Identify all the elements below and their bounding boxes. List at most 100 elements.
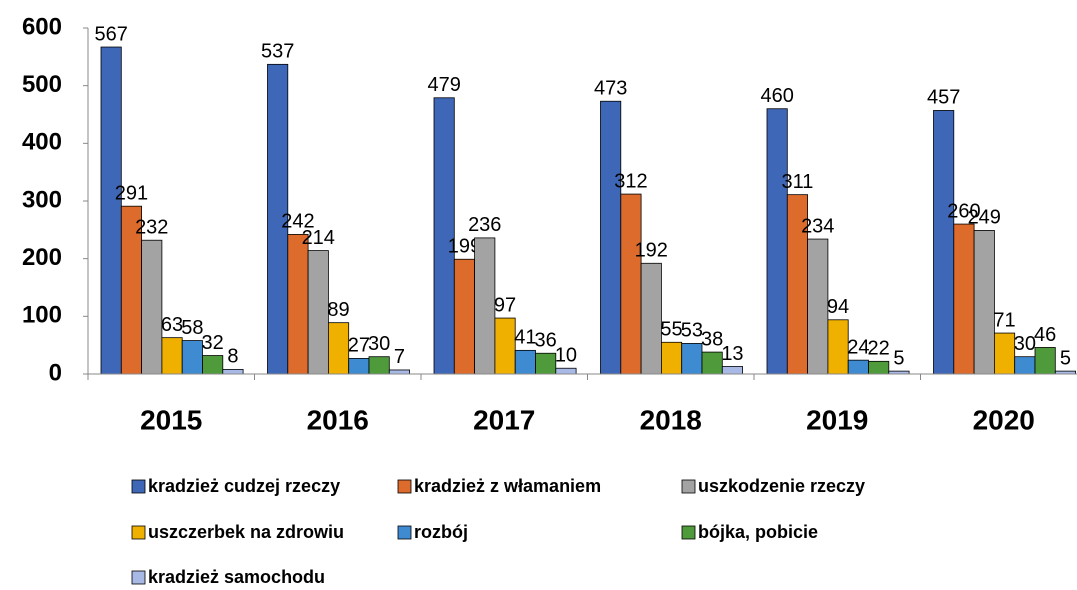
bar bbox=[141, 239, 163, 375]
bar bbox=[100, 46, 122, 375]
data-label: 457 bbox=[927, 87, 960, 109]
bar bbox=[222, 368, 244, 375]
data-label: 22 bbox=[868, 338, 890, 360]
data-label: 473 bbox=[594, 78, 627, 100]
data-label: 460 bbox=[760, 85, 793, 107]
data-label: 97 bbox=[494, 294, 516, 316]
legend-marker bbox=[397, 525, 412, 540]
legend-marker bbox=[131, 570, 146, 585]
y-tick-label: 300 bbox=[22, 186, 62, 213]
y-tick-label: 400 bbox=[22, 129, 62, 156]
y-tick-label: 600 bbox=[22, 13, 62, 40]
data-label: 89 bbox=[327, 299, 349, 321]
bar bbox=[327, 322, 350, 375]
x-tick-label: 2016 bbox=[307, 404, 369, 435]
legend-label: kradzież samochodu bbox=[148, 567, 325, 587]
data-label: 236 bbox=[468, 214, 501, 236]
data-label: 41 bbox=[514, 327, 536, 349]
bar bbox=[202, 355, 224, 375]
data-label: 5 bbox=[893, 347, 904, 369]
bar bbox=[807, 238, 829, 375]
y-tick-label: 200 bbox=[22, 244, 62, 271]
bar bbox=[1014, 356, 1036, 375]
bar bbox=[661, 341, 683, 375]
legend-marker bbox=[681, 525, 696, 540]
bar bbox=[474, 237, 496, 375]
y-tick-label: 500 bbox=[22, 71, 62, 98]
bar bbox=[388, 369, 410, 375]
bar bbox=[721, 366, 743, 375]
bar bbox=[494, 317, 516, 375]
x-tick-label: 2017 bbox=[473, 404, 535, 435]
bar bbox=[555, 367, 577, 375]
data-label: 249 bbox=[968, 207, 1001, 229]
data-label: 32 bbox=[202, 332, 224, 354]
data-label: 58 bbox=[181, 317, 203, 339]
data-label: 13 bbox=[721, 343, 743, 365]
bar bbox=[181, 340, 203, 375]
data-label: 24 bbox=[847, 336, 869, 358]
data-label: 537 bbox=[261, 41, 294, 63]
data-label: 567 bbox=[94, 23, 127, 45]
x-tick-label: 2020 bbox=[973, 404, 1035, 435]
data-label: 27 bbox=[348, 335, 370, 357]
data-label: 312 bbox=[614, 170, 647, 192]
legend-label: rozbój bbox=[414, 522, 468, 542]
legend-label: bójka, pobicie bbox=[698, 522, 818, 542]
legend-marker bbox=[681, 479, 696, 494]
bar bbox=[827, 319, 849, 375]
data-label: 38 bbox=[701, 328, 723, 350]
bar bbox=[600, 100, 622, 375]
bar bbox=[973, 230, 995, 375]
bar bbox=[701, 351, 723, 375]
bar bbox=[514, 349, 536, 375]
legend-label: kradzież z włamaniem bbox=[414, 476, 601, 496]
x-tick-label: 2018 bbox=[640, 404, 702, 435]
data-label: 46 bbox=[1034, 324, 1056, 346]
y-tick-label: 0 bbox=[49, 359, 62, 386]
data-label: 30 bbox=[1014, 333, 1036, 355]
bar bbox=[287, 234, 309, 375]
legend-label: uszczerbek na zdrowiu bbox=[148, 522, 344, 542]
data-label: 5 bbox=[1060, 347, 1071, 369]
legend-marker bbox=[131, 525, 146, 540]
data-label: 71 bbox=[993, 309, 1015, 331]
bar bbox=[766, 108, 788, 375]
bar bbox=[847, 359, 869, 375]
x-tick-label: 2015 bbox=[140, 404, 202, 435]
data-label: 214 bbox=[302, 227, 335, 249]
bar bbox=[868, 360, 890, 375]
bar bbox=[953, 223, 975, 375]
bar bbox=[307, 250, 329, 375]
bar bbox=[368, 356, 390, 375]
bar bbox=[933, 110, 955, 375]
bar bbox=[640, 262, 662, 375]
y-tick-label: 100 bbox=[22, 302, 62, 329]
data-label: 53 bbox=[681, 320, 703, 342]
bar bbox=[681, 343, 703, 375]
bar bbox=[161, 337, 183, 375]
data-label: 36 bbox=[535, 330, 557, 352]
data-label: 192 bbox=[635, 240, 668, 262]
data-label: 232 bbox=[135, 216, 168, 238]
data-label: 63 bbox=[161, 314, 183, 336]
bar bbox=[620, 193, 642, 375]
data-label: 94 bbox=[827, 296, 849, 318]
data-label: 234 bbox=[801, 215, 834, 237]
bar bbox=[1034, 347, 1056, 375]
bar bbox=[994, 332, 1016, 375]
data-label: 311 bbox=[782, 171, 814, 193]
data-label: 7 bbox=[394, 346, 405, 368]
data-label: 8 bbox=[227, 346, 238, 368]
legend-marker bbox=[397, 479, 412, 494]
data-label: 291 bbox=[115, 182, 148, 204]
bar bbox=[535, 352, 557, 375]
data-label: 10 bbox=[555, 345, 577, 367]
data-label: 242 bbox=[281, 211, 314, 233]
legend-label: kradzież cudzej rzeczy bbox=[148, 476, 340, 496]
legend-marker bbox=[131, 479, 146, 494]
legend-label: uszkodzenie rzeczy bbox=[698, 476, 865, 496]
bar bbox=[453, 258, 475, 375]
data-label: 260 bbox=[947, 200, 980, 222]
